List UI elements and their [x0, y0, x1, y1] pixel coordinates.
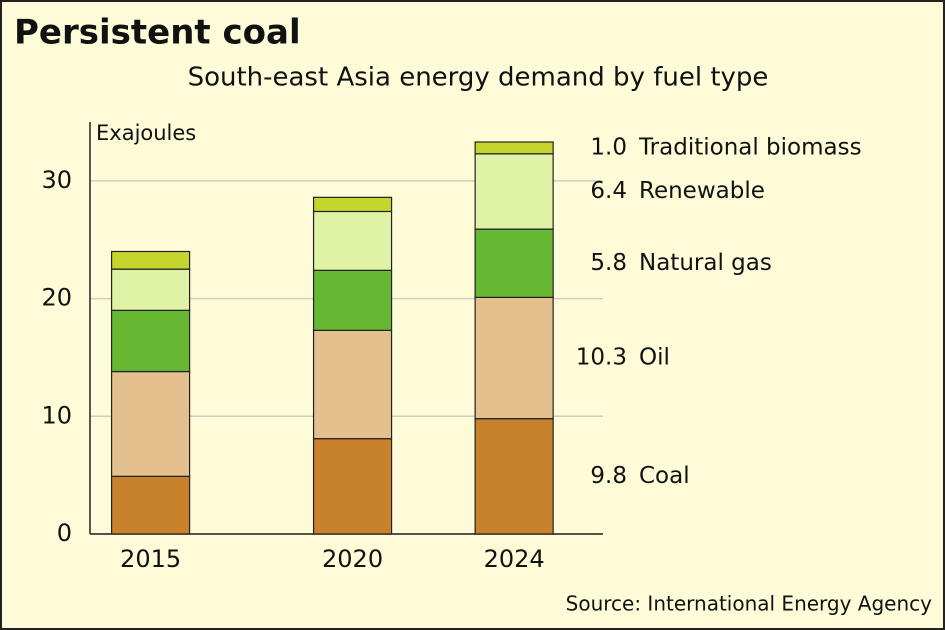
series-label: Traditional biomass [638, 134, 862, 160]
value-label: 5.8 [590, 250, 627, 276]
bar-segment [110, 309, 191, 373]
y-tick-label: 10 [41, 401, 72, 429]
series-label: Coal [639, 463, 690, 489]
value-label: 1.0 [590, 134, 627, 160]
bar-segment [474, 296, 554, 420]
bar-segment [312, 196, 393, 213]
y-axis-label: Exajoules [96, 121, 196, 145]
bar-segment [110, 250, 191, 270]
y-tick-label: 30 [41, 166, 72, 194]
value-label: 6.4 [590, 178, 627, 204]
bar-segment [312, 438, 393, 535]
chart-subtitle: South-east Asia energy demand by fuel ty… [188, 63, 769, 93]
bar-segment [110, 475, 191, 535]
bar-segment [474, 141, 554, 155]
bar-segment [110, 370, 191, 477]
bar-segment [110, 268, 191, 311]
y-tick-label: 0 [57, 519, 72, 547]
bar-segment [474, 153, 554, 230]
series-label: Oil [639, 345, 670, 371]
chart-title: Persistent coal [14, 13, 301, 53]
bar-segment [312, 210, 393, 271]
value-label: 10.3 [576, 345, 627, 371]
x-tick-label: 2020 [322, 545, 383, 573]
series-label: Renewable [639, 178, 765, 204]
x-tick-label: 2024 [484, 545, 545, 573]
x-tick-label: 2015 [120, 545, 181, 573]
source: Source: International Energy Agency [566, 592, 933, 616]
bar-segment [474, 228, 554, 298]
bar-segment [474, 418, 554, 535]
bar-segment [312, 329, 393, 440]
bar-segment [312, 269, 393, 331]
y-tick-label: 20 [41, 284, 72, 312]
value-label: 9.8 [590, 463, 627, 489]
series-label: Natural gas [639, 250, 772, 276]
